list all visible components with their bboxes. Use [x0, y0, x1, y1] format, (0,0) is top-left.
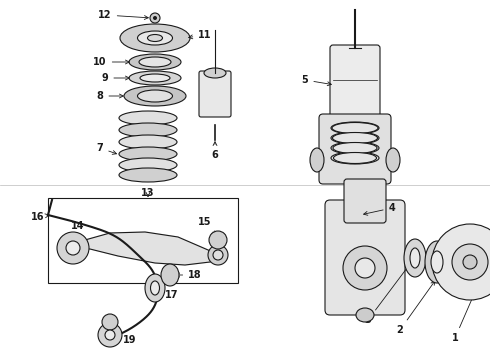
Polygon shape	[70, 232, 220, 265]
Text: 11: 11	[189, 30, 212, 40]
Text: 5: 5	[302, 75, 331, 86]
Text: 12: 12	[98, 10, 148, 20]
Ellipse shape	[119, 111, 177, 125]
Ellipse shape	[161, 264, 179, 286]
Circle shape	[150, 13, 160, 23]
Ellipse shape	[333, 132, 377, 144]
Ellipse shape	[120, 24, 190, 52]
Ellipse shape	[386, 148, 400, 172]
Ellipse shape	[332, 122, 378, 134]
Circle shape	[98, 323, 122, 347]
Text: 9: 9	[101, 73, 129, 83]
Text: 13: 13	[141, 188, 155, 198]
Circle shape	[432, 224, 490, 300]
FancyBboxPatch shape	[319, 114, 391, 184]
Ellipse shape	[129, 71, 181, 85]
Circle shape	[105, 330, 115, 340]
Circle shape	[153, 16, 157, 20]
Ellipse shape	[139, 57, 171, 67]
Ellipse shape	[119, 147, 177, 161]
Ellipse shape	[431, 251, 443, 273]
Circle shape	[209, 231, 227, 249]
Ellipse shape	[331, 142, 379, 154]
Ellipse shape	[119, 168, 177, 182]
FancyBboxPatch shape	[344, 179, 386, 223]
Ellipse shape	[138, 31, 172, 45]
Ellipse shape	[124, 86, 186, 106]
Bar	[48, 198, 238, 283]
Circle shape	[452, 244, 488, 280]
Text: 6: 6	[212, 142, 219, 160]
FancyBboxPatch shape	[330, 45, 380, 123]
Ellipse shape	[119, 123, 177, 137]
Circle shape	[343, 246, 387, 290]
Ellipse shape	[140, 74, 170, 82]
Ellipse shape	[204, 68, 226, 78]
Text: 16: 16	[31, 212, 49, 222]
Text: 7: 7	[97, 143, 117, 154]
Ellipse shape	[331, 122, 379, 134]
Ellipse shape	[147, 35, 163, 41]
Ellipse shape	[129, 54, 181, 70]
Circle shape	[213, 250, 223, 260]
Ellipse shape	[119, 135, 177, 149]
Text: 10: 10	[93, 57, 129, 67]
Ellipse shape	[404, 239, 426, 277]
FancyBboxPatch shape	[325, 200, 405, 315]
Text: 8: 8	[97, 91, 123, 101]
Ellipse shape	[145, 274, 165, 302]
Text: 15: 15	[198, 217, 216, 235]
Circle shape	[208, 245, 228, 265]
Ellipse shape	[333, 143, 377, 153]
Circle shape	[355, 258, 375, 278]
Text: 4: 4	[364, 203, 395, 215]
Text: 17: 17	[159, 290, 179, 300]
Text: 19: 19	[117, 335, 137, 345]
Text: 3: 3	[365, 263, 411, 325]
FancyBboxPatch shape	[199, 71, 231, 117]
Ellipse shape	[138, 90, 172, 102]
Circle shape	[57, 232, 89, 264]
Ellipse shape	[425, 241, 449, 283]
Text: 14: 14	[71, 221, 85, 238]
Ellipse shape	[310, 148, 324, 172]
Ellipse shape	[334, 153, 376, 163]
Circle shape	[102, 314, 118, 330]
Text: 2: 2	[396, 281, 435, 335]
Ellipse shape	[410, 248, 420, 268]
Circle shape	[66, 241, 80, 255]
Text: 18: 18	[176, 270, 202, 280]
Ellipse shape	[150, 281, 160, 295]
Ellipse shape	[331, 132, 379, 144]
Ellipse shape	[119, 158, 177, 172]
Ellipse shape	[331, 152, 379, 164]
Text: 1: 1	[452, 296, 474, 343]
Circle shape	[463, 255, 477, 269]
Ellipse shape	[356, 308, 374, 322]
